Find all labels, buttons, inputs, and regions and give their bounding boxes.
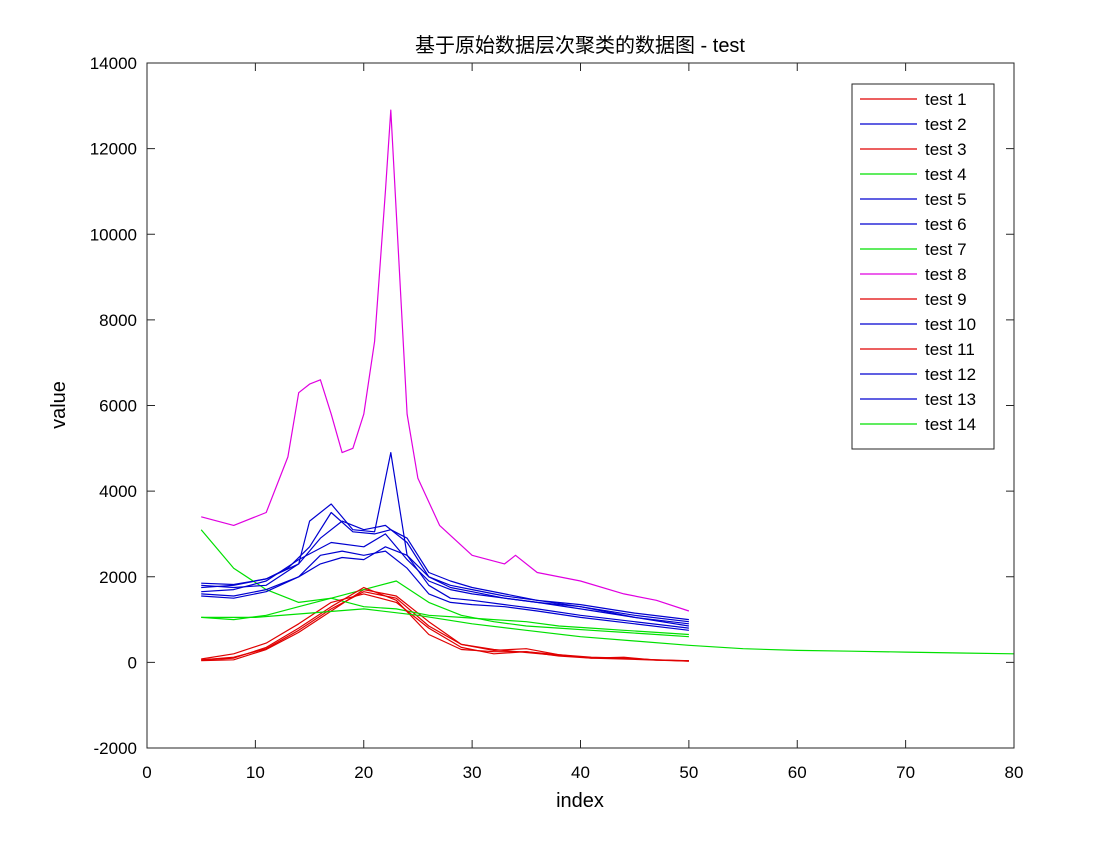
x-tick-label: 10 — [246, 763, 265, 782]
y-tick-label: 12000 — [90, 140, 137, 159]
y-tick-label: -2000 — [94, 739, 137, 758]
x-tick-label: 60 — [788, 763, 807, 782]
series-line-test-7 — [201, 580, 689, 638]
axis-ticks: 0 10 20 30 40 50 60 70 80 -2000 0 2000 4000 6000 8000 1… — [90, 54, 1024, 782]
legend-box — [851, 83, 995, 450]
y-tick-label: 2000 — [99, 568, 137, 587]
x-tick-label: 40 — [571, 763, 590, 782]
x-tick-label: 30 — [463, 763, 482, 782]
y-tick-label: 14000 — [90, 54, 137, 73]
series-line-test-12 — [201, 520, 689, 623]
series-line-test-4 — [200, 529, 689, 636]
legend-label: test 4 — [925, 165, 967, 184]
plot-frame — [146, 62, 1015, 749]
y-tick-label: 0 — [128, 653, 137, 672]
x-tick-label: 0 — [142, 763, 151, 782]
chart-title: 基于原始数据层次聚类的数据图 - test — [415, 34, 745, 57]
series-line-test-11 — [201, 586, 689, 662]
legend-label: test 8 — [925, 265, 967, 284]
x-axis-label: index — [556, 790, 604, 812]
legend-label: test 9 — [925, 290, 967, 309]
x-tick-label: 20 — [354, 763, 373, 782]
x-tick-label: 80 — [1005, 763, 1024, 782]
series-line-test-9 — [201, 593, 689, 662]
legend-label: test 6 — [925, 215, 967, 234]
legend-label: test 13 — [925, 390, 976, 409]
y-tick-label: 4000 — [99, 482, 137, 501]
legend-label: test 10 — [925, 315, 976, 334]
legend-label: test 1 — [925, 90, 967, 109]
series-line-test-5 — [201, 452, 689, 627]
legend: test 1 test 2 test 3 test 4 test 5 test 6 test… — [851, 83, 995, 450]
series-line-test-8 — [201, 109, 690, 612]
y-axis-label: value — [48, 381, 70, 429]
series-line-test-6 — [201, 546, 689, 629]
series-line-test-10 — [201, 533, 689, 625]
series-line-test-14 — [201, 608, 1015, 655]
x-tick-label: 70 — [896, 763, 915, 782]
y-tick-label: 8000 — [99, 311, 137, 330]
series-line-test-13 — [201, 550, 689, 631]
legend-label: test 5 — [925, 190, 967, 209]
y-tick-label: 10000 — [90, 225, 137, 244]
series-layer — [200, 109, 1015, 662]
legend-label: test 12 — [925, 365, 976, 384]
legend-label: test 14 — [925, 415, 976, 434]
x-tick-label: 50 — [679, 763, 698, 782]
legend-label: test 7 — [925, 240, 967, 259]
y-tick-label: 6000 — [99, 397, 137, 416]
legend-label: test 2 — [925, 115, 967, 134]
legend-label: test 3 — [925, 140, 967, 159]
legend-label: test 11 — [925, 340, 975, 359]
